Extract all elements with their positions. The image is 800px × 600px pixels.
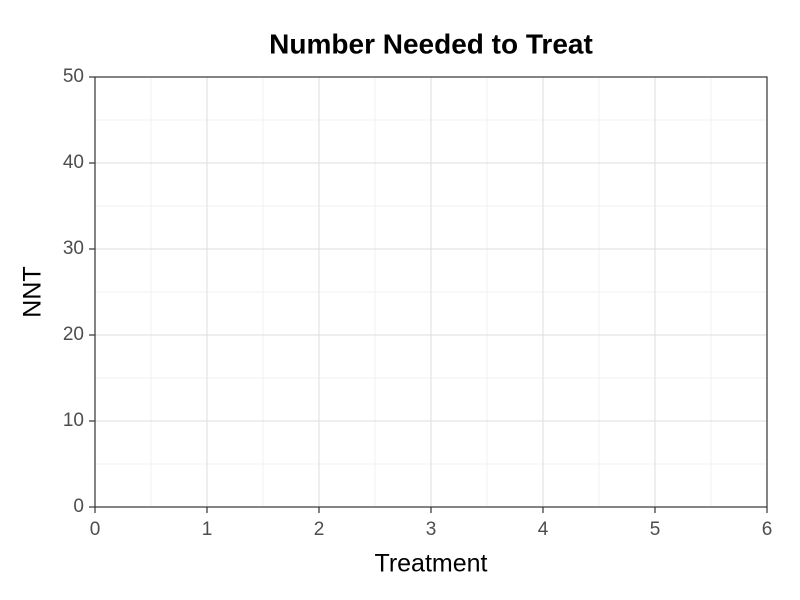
x-tick-label: 2 — [314, 519, 325, 540]
y-tick-label: 0 — [73, 496, 84, 517]
x-tick-label: 3 — [426, 519, 437, 540]
y-tick-label: 50 — [63, 66, 84, 87]
x-axis-title: Treatment — [374, 550, 487, 578]
panel-border — [94, 76, 768, 508]
x-tick-label: 4 — [538, 519, 549, 540]
chart-title: Number Needed to Treat — [269, 28, 593, 59]
y-tick-label: 30 — [63, 238, 84, 259]
x-tick-label: 5 — [650, 519, 661, 540]
x-tick-label: 0 — [90, 519, 101, 540]
y-tick-label: 20 — [63, 324, 84, 345]
y-tick-label: 10 — [63, 410, 84, 431]
x-tick-label: 1 — [202, 519, 213, 540]
y-tick-label: 40 — [63, 152, 84, 173]
y-axis-title: NNT — [19, 266, 47, 317]
x-tick-label: 6 — [762, 519, 773, 540]
